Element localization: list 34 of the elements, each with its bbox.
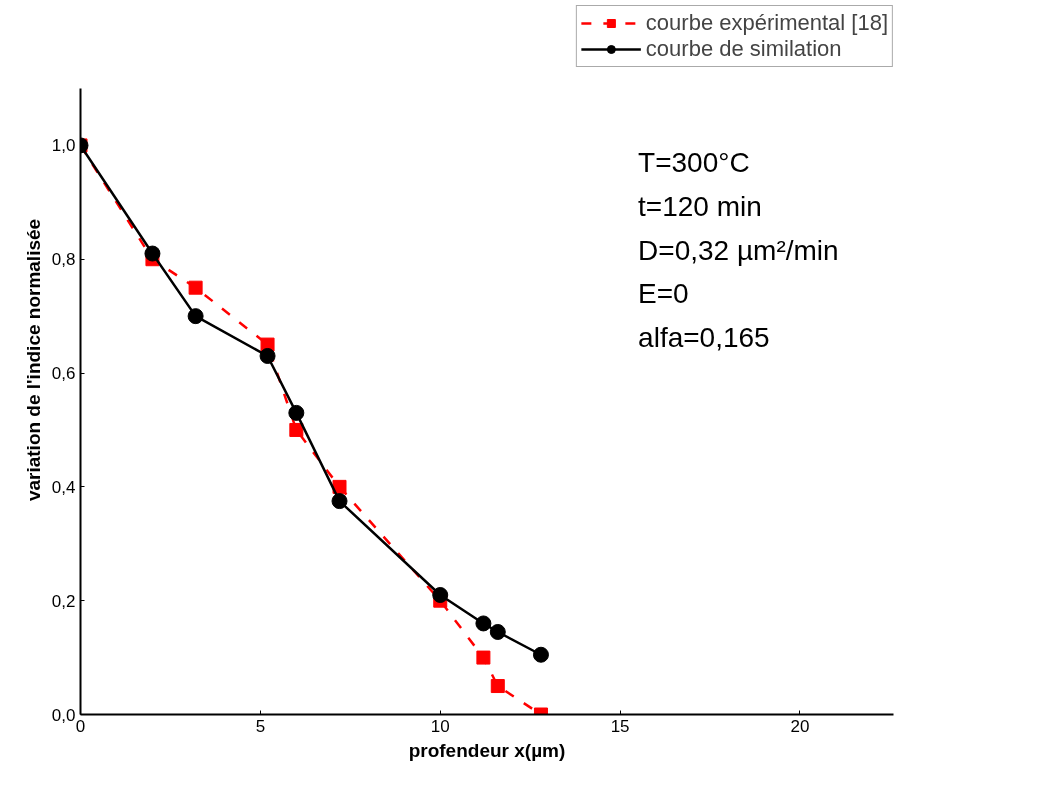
point (490, 679, 505, 694)
point (188, 280, 203, 295)
y-tick-label: 0,2 (51, 591, 76, 611)
annotation: E=0 (638, 278, 689, 310)
x-tick-label: 20 (790, 716, 810, 736)
y-tick-label: 1,0 (51, 136, 76, 156)
annotation: alfa=0,165 (638, 322, 770, 354)
x-axis-title: profendeur x(µm) (408, 739, 566, 761)
point (289, 422, 304, 437)
point (332, 479, 347, 494)
legend-label: courbe de similation (645, 36, 842, 62)
point (489, 624, 506, 640)
point (187, 308, 204, 325)
legend-label: courbe expérimental [18] (645, 10, 888, 36)
x-tick-label: 15 (610, 716, 630, 736)
y-tick-label: 0,4 (51, 477, 76, 497)
x-tick-label: 10 (430, 716, 450, 736)
x-tick-label: 5 (255, 716, 266, 736)
point (331, 493, 348, 510)
point (476, 650, 491, 665)
point (259, 347, 276, 364)
point (432, 587, 449, 603)
y-tick-label: 0,0 (51, 705, 76, 725)
annotation: T=300°C (638, 146, 750, 178)
point (475, 615, 492, 632)
y-tick-label: 0,8 (51, 250, 76, 270)
point (532, 646, 549, 663)
y-tick-label: 0,6 (51, 364, 76, 384)
point (144, 245, 161, 262)
annotation: t=120 min (638, 190, 762, 222)
x-tick-label: 0 (75, 716, 86, 736)
point (288, 404, 305, 421)
y-axis-title: variation de l'indice normalisée (22, 218, 44, 502)
annotation: D=0,32 µm²/min (638, 234, 839, 266)
